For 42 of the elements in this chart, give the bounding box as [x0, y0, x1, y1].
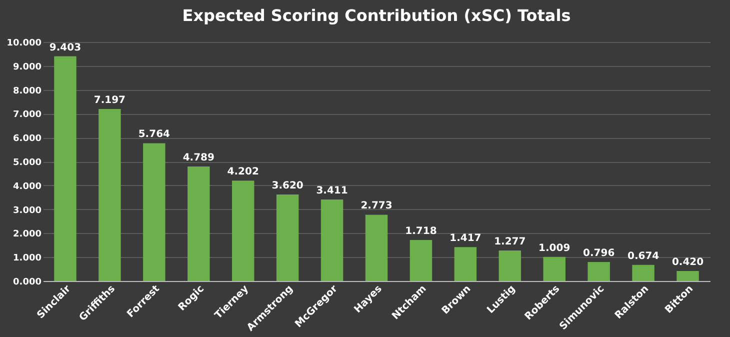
- data-label: 2.773: [360, 200, 392, 212]
- bar: [410, 240, 432, 281]
- y-tick-label: 3.000: [13, 206, 42, 216]
- y-tick-label: 4.000: [13, 182, 42, 192]
- data-label: 1.417: [450, 233, 482, 244]
- bar: [320, 199, 344, 281]
- data-label: 9.403: [49, 42, 82, 54]
- bar: [588, 262, 610, 281]
- data-label: 0.420: [672, 256, 704, 268]
- y-tick-label: 9.000: [13, 62, 42, 72]
- bar: [276, 194, 299, 281]
- bar: [454, 247, 477, 281]
- bar: [543, 256, 566, 281]
- bar: [676, 270, 699, 281]
- y-tick-label: 5.000: [13, 158, 42, 168]
- data-label: 4.202: [227, 166, 259, 178]
- bar: [498, 250, 522, 281]
- bar: [365, 214, 388, 281]
- y-tick-label: 8.000: [13, 86, 42, 96]
- data-label: 0.674: [627, 250, 660, 262]
- y-tick-label: 1.000: [13, 254, 42, 264]
- data-label: 1.718: [405, 226, 437, 237]
- y-tick-label: 7.000: [13, 110, 42, 120]
- y-tick-label: 10.000: [6, 38, 42, 48]
- bar: [188, 166, 210, 281]
- y-tick-label: 6.000: [13, 134, 42, 144]
- data-label: 7.197: [94, 94, 126, 106]
- data-label: 4.789: [182, 152, 214, 164]
- data-label: 0.796: [583, 248, 615, 259]
- data-label: 5.764: [138, 129, 170, 140]
- y-tick-label: 0.000: [13, 278, 42, 288]
- data-label: 1.009: [538, 242, 570, 254]
- data-label: 1.277: [494, 236, 526, 248]
- bar: [632, 264, 654, 281]
- bar: [143, 143, 166, 281]
- y-tick-label: 2.000: [13, 230, 42, 240]
- bar: [54, 56, 76, 281]
- bar: [98, 108, 121, 281]
- data-label: 3.411: [316, 185, 348, 196]
- data-label: 3.620: [272, 180, 304, 192]
- chart-title: Expected Scoring Contribution (xSC) Totals: [182, 6, 571, 25]
- bar: [232, 180, 254, 281]
